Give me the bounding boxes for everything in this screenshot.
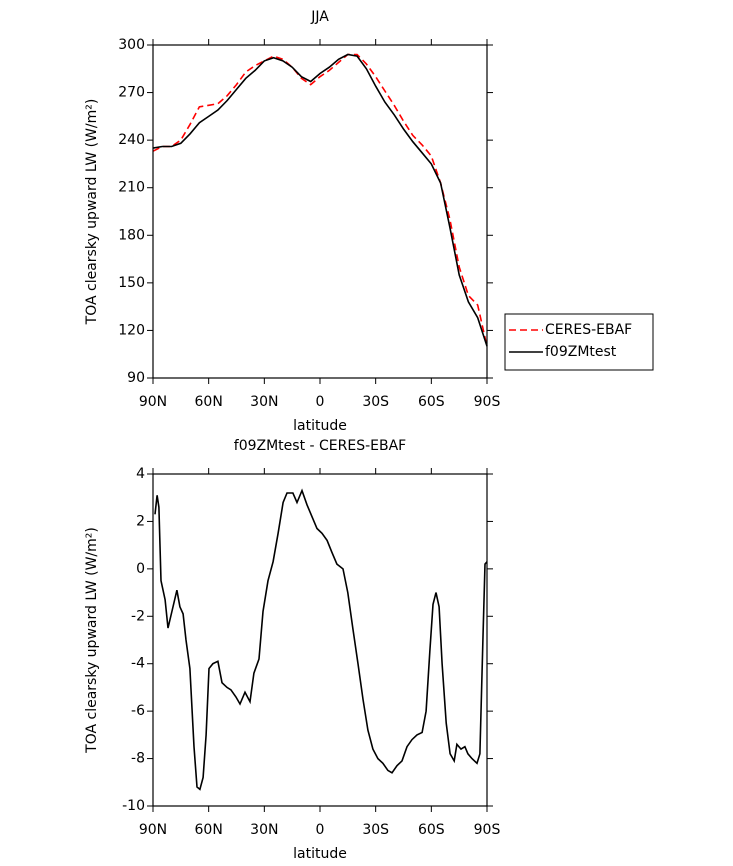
y-tick-label: -4	[131, 656, 145, 672]
x-axis-label: latitude	[293, 418, 347, 434]
x-axis-label: latitude	[293, 846, 347, 862]
x-tick-label: 90S	[474, 394, 501, 410]
y-tick-label: 0	[136, 561, 145, 577]
x-tick-label: 60S	[418, 394, 445, 410]
x-tick-label: 30N	[250, 394, 278, 410]
x-tick-label: 30N	[250, 822, 278, 838]
y-tick-label: 4	[136, 466, 145, 482]
y-tick-label: 150	[118, 275, 145, 291]
legend: CERES-EBAF f09ZMtest	[504, 313, 654, 371]
x-tick-label: 30S	[362, 394, 389, 410]
y-tick-label: -6	[131, 703, 145, 719]
y-tick-label: -10	[122, 798, 145, 814]
data-line	[154, 488, 488, 791]
legend-label: CERES-EBAF	[545, 322, 632, 338]
y-tick-label: 270	[118, 85, 145, 101]
plot-frame	[152, 44, 488, 379]
chart-title: JJA	[310, 9, 329, 25]
chart-title: f09ZMtest - CERES-EBAF	[234, 438, 406, 454]
y-tick-label: 180	[118, 227, 145, 243]
x-tick-label: 90N	[139, 822, 167, 838]
x-tick-label: 90N	[139, 394, 167, 410]
x-tick-label: 0	[316, 394, 325, 410]
x-tick-label: 60S	[418, 822, 445, 838]
data-line	[152, 53, 488, 347]
y-axis-label: TOA clearsky upward LW (W/m²)	[84, 99, 100, 326]
y-axis-label: TOA clearsky upward LW (W/m²)	[84, 527, 100, 754]
legend-frame	[504, 313, 654, 371]
y-tick-label: 2	[136, 513, 145, 529]
y-tick-label: -8	[131, 751, 145, 767]
plot-frame	[152, 473, 488, 807]
legend-label: f09ZMtest	[545, 344, 617, 360]
x-tick-label: 0	[316, 822, 325, 838]
data-line	[152, 53, 488, 347]
y-tick-label: 90	[127, 370, 145, 386]
y-tick-label: 210	[118, 180, 145, 196]
y-tick-label: 120	[118, 322, 145, 338]
x-tick-label: 90S	[474, 822, 501, 838]
x-tick-label: 30S	[362, 822, 389, 838]
x-tick-label: 60N	[195, 822, 223, 838]
y-tick-label: -2	[131, 608, 145, 624]
y-tick-label: 240	[118, 132, 145, 148]
y-tick-label: 300	[118, 37, 145, 53]
x-tick-label: 60N	[195, 394, 223, 410]
